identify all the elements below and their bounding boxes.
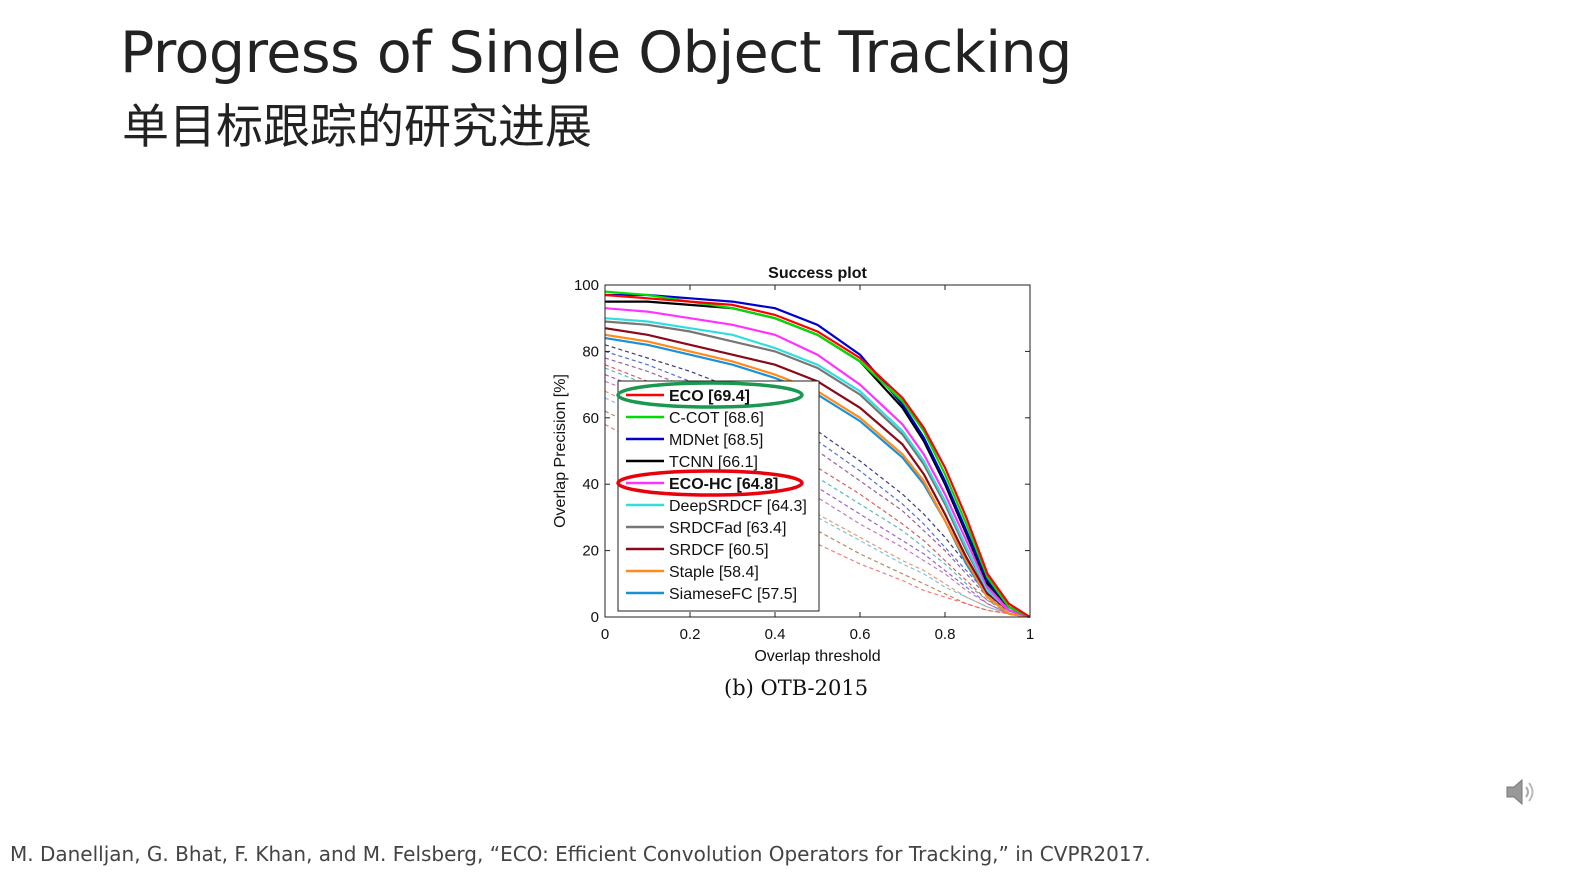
plot-frame: [604, 284, 1031, 618]
series-line: [604, 307, 1031, 619]
series-line: [604, 333, 1031, 619]
x-tick-label: 0.8: [935, 626, 956, 643]
x-tick-label: 0.2: [680, 626, 701, 643]
series-line: [604, 317, 1031, 619]
legend-label: SRDCF [60.5]: [669, 542, 769, 559]
legend-label: C-COT [68.6]: [669, 410, 764, 427]
success-plot-figure: 0 0.2 0.4 0.6 0.8 1 0 20 40 60 80 100 Success plot Ov…: [540, 255, 1060, 715]
dashed-series-line: [604, 390, 1031, 618]
dashed-series-line: [604, 397, 1031, 618]
legend-label: SiameseFC [57.5]: [669, 586, 797, 603]
x-axis-label: Overlap threshold: [754, 648, 880, 665]
figure-caption: (b) OTB-2015: [724, 676, 869, 700]
slide-subtitle: 单目标跟踪的研究进展: [122, 100, 592, 155]
legend-label: MDNet [68.5]: [669, 432, 763, 449]
legend-highlight-ellipse: [616, 381, 804, 409]
x-tick-label: 1: [1026, 626, 1034, 643]
y-axis-label: Overlap Precision [%]: [552, 374, 569, 528]
series-line: [605, 300, 1031, 618]
legend-highlight-ellipse: [616, 469, 804, 497]
y-tick-label: 60: [582, 410, 599, 427]
legend-label: Staple [58.4]: [669, 564, 759, 581]
y-tick-label: 100: [574, 277, 599, 294]
y-tick-label: 40: [582, 476, 599, 493]
legend-label: DeepSRDCF [64.3]: [669, 498, 807, 515]
y-tick-label: 0: [591, 609, 599, 626]
x-tick-label: 0.6: [850, 626, 871, 643]
legend-label: SRDCFad [63.4]: [669, 520, 786, 537]
y-tick-label: 20: [582, 543, 599, 560]
speaker-icon[interactable]: [1505, 775, 1541, 809]
success-plot-chart: 0 0.2 0.4 0.6 0.8 1 0 20 40 60 80 100 Success plot Ov…: [552, 265, 1034, 665]
series-line: [604, 327, 1031, 619]
series-line: [605, 293, 1031, 618]
x-tick-label: 0: [601, 626, 609, 643]
legend-label: ECO [69.4]: [669, 388, 750, 405]
slide-title: Progress of Single Object Tracking: [120, 20, 1072, 86]
legend-label: ECO-HC [64.8]: [669, 476, 778, 493]
reference-citation: M. Danelljan, G. Bhat, F. Khan, and M. F…: [10, 842, 1151, 866]
chart-title: Success plot: [768, 265, 867, 282]
x-tick-label: 0.4: [765, 626, 786, 643]
y-tick-label: 80: [582, 343, 599, 360]
legend-label: TCNN [66.1]: [669, 454, 758, 471]
dashed-series-line: [604, 357, 1031, 618]
dashed-series-line: [604, 380, 1031, 618]
series-line: [604, 293, 1031, 618]
